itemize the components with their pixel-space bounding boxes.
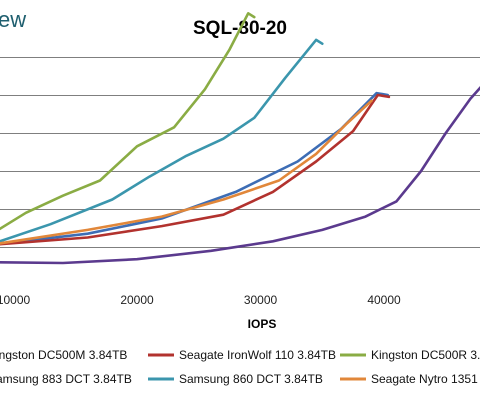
x-tick-label: 30000 — [244, 293, 278, 307]
series-line-1 — [0, 91, 389, 246]
legend-label: Samsung 883 DCT 3.84TB — [0, 372, 132, 386]
gridlines — [0, 57, 480, 248]
legend-label: Seagate Nytro 1351 3.84TB — [371, 372, 480, 386]
series-line-3 — [0, 12, 256, 231]
series-line-2 — [0, 93, 391, 246]
x-tick-label: 40000 — [367, 293, 401, 307]
series-line-5 — [0, 38, 324, 243]
legend-label: Kingston DC500R 3.84TB — [371, 348, 480, 362]
x-tick-label: 20000 — [120, 293, 154, 307]
plot-series — [0, 12, 480, 265]
x-tick-label: 10000 — [0, 293, 31, 307]
legend-label: Seagate IronWolf 110 3.84TB — [179, 348, 336, 362]
series-line-4 — [0, 86, 480, 265]
brand-logo-text: ew — [0, 7, 26, 32]
legend-label: Kingston DC500M 3.84TB — [0, 348, 127, 362]
legend-label: Samsung 860 DCT 3.84TB — [179, 372, 323, 386]
series-line-6 — [0, 99, 373, 245]
legend: Kingston DC500M 3.84TB Seagate IronWolf 1… — [0, 348, 480, 386]
x-axis-label: IOPS — [248, 317, 277, 331]
x-tick-labels: 10000 20000 30000 40000 — [0, 293, 401, 307]
